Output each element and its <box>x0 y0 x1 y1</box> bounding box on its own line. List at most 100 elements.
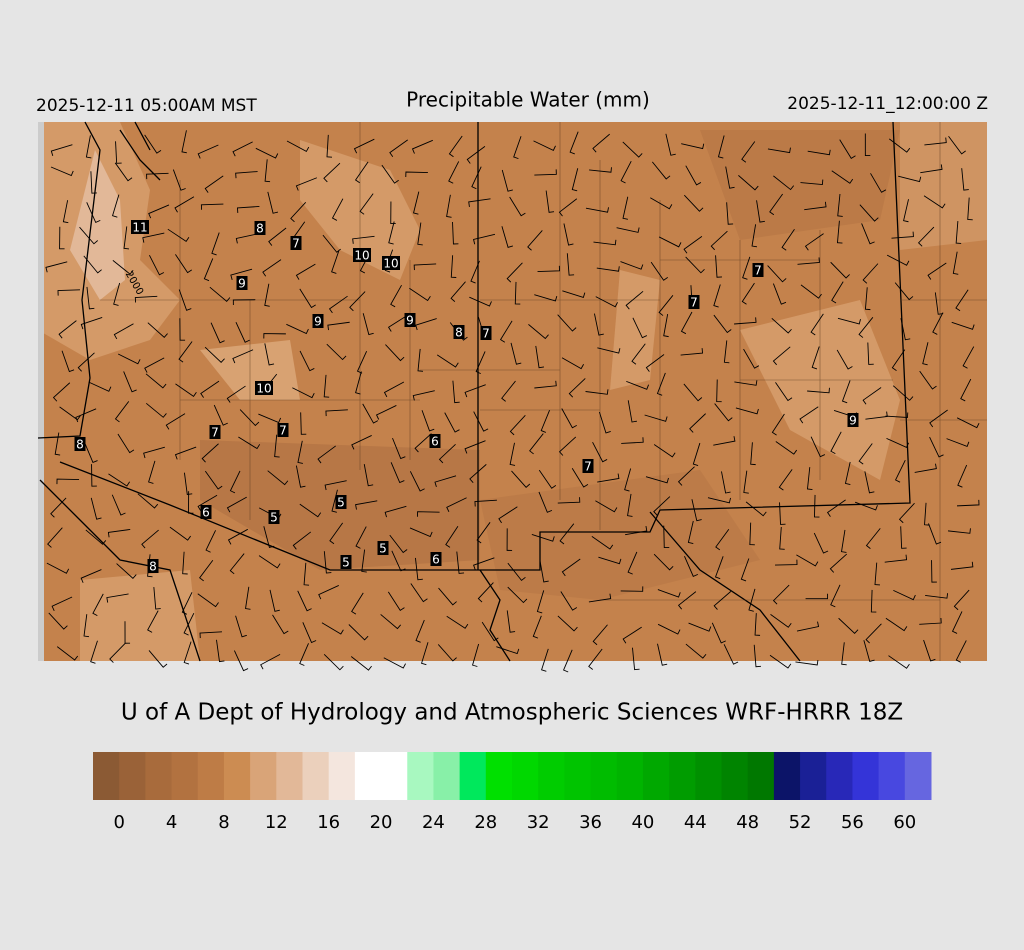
wind-barb <box>213 404 228 426</box>
wind-barb <box>534 294 558 302</box>
wind-barb <box>658 236 682 248</box>
wind-barb <box>230 268 253 280</box>
wind-barb <box>183 641 192 665</box>
wind-barb <box>734 380 758 386</box>
wind-barb <box>331 250 340 274</box>
wind-barb <box>144 357 165 373</box>
wind-barb <box>323 374 330 398</box>
wind-barb <box>560 591 578 611</box>
wind-barb <box>665 133 676 156</box>
wind-barb <box>620 586 644 592</box>
wind-barb <box>557 497 581 504</box>
station-box <box>688 295 700 309</box>
station-box <box>429 434 441 448</box>
wind-barb <box>476 522 491 544</box>
wind-barb <box>506 610 516 633</box>
wind-barb <box>644 414 668 422</box>
wind-barb <box>687 520 694 545</box>
wind-barb <box>295 177 318 191</box>
station-box <box>377 541 389 555</box>
wind-barb <box>45 261 68 273</box>
station-value: 7 <box>482 327 490 341</box>
wind-barb <box>797 257 820 265</box>
wind-barb <box>473 557 495 571</box>
wind-barb <box>955 221 962 244</box>
wind-barb <box>137 493 159 509</box>
wind-barb <box>205 530 216 553</box>
wind-barb <box>685 643 707 659</box>
wind-barb <box>188 491 194 514</box>
wind-barb <box>948 135 966 155</box>
wind-barb <box>477 582 494 603</box>
station-value: 7 <box>584 460 592 474</box>
wind-barb <box>204 470 223 490</box>
colorbar-swatch <box>642 752 670 800</box>
wind-barb <box>538 469 557 489</box>
colorbar-swatch <box>538 752 565 800</box>
wind-barb <box>769 654 792 669</box>
wind-barb <box>837 193 843 217</box>
wind-barb <box>181 592 193 615</box>
wind-barb <box>62 200 69 224</box>
wind-barb <box>321 622 344 635</box>
wind-barb <box>920 164 943 174</box>
wind-barb <box>683 235 703 254</box>
wind-barb <box>627 493 633 517</box>
wind-barb <box>297 590 312 612</box>
wind-barb <box>80 317 103 330</box>
station-value: 7 <box>292 237 300 251</box>
wind-barb <box>656 372 666 396</box>
wind-barb <box>568 378 586 398</box>
state-border <box>59 121 911 571</box>
wind-barb <box>201 443 219 463</box>
wind-barb <box>680 311 693 335</box>
wind-barb <box>181 130 187 154</box>
wind-barb <box>927 262 947 280</box>
wind-barb <box>389 139 409 157</box>
wind-barb <box>123 226 130 250</box>
moist-patch <box>900 122 987 250</box>
wind-barb <box>773 175 795 191</box>
wind-barb <box>107 529 131 538</box>
wind-barb <box>384 505 407 518</box>
wind-barb <box>464 384 486 398</box>
wind-barb <box>267 191 279 214</box>
wind-barb <box>210 322 225 344</box>
wind-barb <box>735 407 759 415</box>
wind-barb <box>529 433 544 455</box>
wind-barb <box>390 284 402 308</box>
wind-barb <box>898 502 915 524</box>
wind-barb <box>685 165 702 186</box>
wind-barb <box>235 615 247 638</box>
wind-barb <box>545 190 555 213</box>
wind-barb <box>715 528 730 551</box>
wind-barb <box>174 446 197 460</box>
wind-barb <box>620 261 644 270</box>
station-value: 8 <box>455 326 463 340</box>
wind-barb <box>349 291 366 312</box>
wind-barb <box>597 347 621 354</box>
wind-barb <box>286 140 310 153</box>
wind-barb <box>199 559 214 582</box>
wind-barb <box>90 171 97 194</box>
colorbar-swatch <box>878 752 906 800</box>
wind-barb <box>209 286 231 302</box>
wind-barb <box>352 235 375 244</box>
colorbar-tick-label: 16 <box>317 812 340 833</box>
wind-barb <box>632 647 640 671</box>
wind-barb <box>123 371 137 393</box>
wind-barb <box>77 352 95 372</box>
wind-barb <box>829 553 848 573</box>
colorbar-tick-label: 48 <box>736 812 759 833</box>
wind-barb <box>533 140 556 151</box>
state-border <box>37 121 101 439</box>
wind-barb <box>300 412 307 435</box>
river <box>119 121 161 181</box>
wind-barb <box>446 194 452 218</box>
wind-barb <box>235 171 258 179</box>
wind-barb <box>657 589 681 598</box>
wind-barb <box>713 284 721 308</box>
wind-barb <box>741 282 755 305</box>
wind-barb <box>80 569 102 583</box>
wind-barb <box>751 224 758 248</box>
